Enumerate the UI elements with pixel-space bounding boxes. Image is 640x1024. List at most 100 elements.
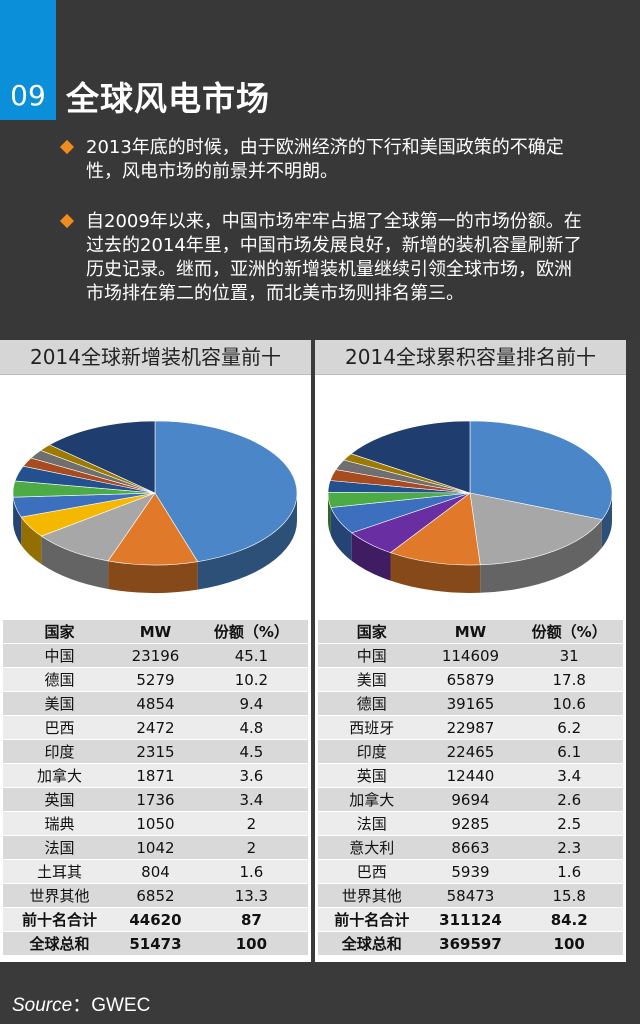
pie-slice-side (21, 517, 42, 565)
cell-country: 瑞典 (3, 811, 117, 836)
cell-share: 2 (194, 835, 308, 860)
header: 09 全球风电市场 2013年底的时候，由于欧洲经济的下行和美国政策的不确定性，… (0, 0, 640, 340)
chart-panels: 2014全球新增装机容量前十 国家 MW 份额（%） 中国 23196 45.1 德国… (0, 340, 640, 982)
table-row: 美国 4854 9.4 (3, 691, 308, 716)
cell-country: 巴西 (318, 859, 426, 884)
pie-slice (469, 420, 613, 520)
table-row: 巴西 2472 4.8 (3, 715, 308, 740)
cell-country: 德国 (318, 691, 426, 716)
cell-country: 美国 (3, 691, 117, 716)
cell-share: 87 (194, 907, 308, 932)
chart-title: 2014全球新增装机容量前十 (0, 340, 311, 375)
cell-mw: 23196 (116, 643, 195, 668)
cell-country: 意大利 (318, 835, 426, 860)
section-number-bar (0, 0, 56, 60)
cell-share: 45.1 (194, 643, 308, 668)
cell-mw: 2472 (116, 715, 195, 740)
pie-chart-new (12, 420, 298, 593)
section-number: 09 (0, 60, 56, 120)
table-row: 美国 65879 17.8 (318, 667, 623, 692)
chart-panel-cumulative: 2014全球累积容量排名前十 国家 MW 份额（%） 中国 114609 31 美国 6… (315, 340, 626, 962)
bullet-text: 自2009年以来，中国市场牢牢占据了全球第一的市场份额。在过去的2014年里，中… (86, 211, 582, 304)
col-header-share: 份额（%） (515, 620, 623, 644)
cell-country: 加拿大 (3, 763, 117, 788)
cell-share: 2.5 (515, 811, 623, 836)
cell-share: 84.2 (515, 907, 623, 932)
table-row: 法国 9285 2.5 (318, 811, 623, 836)
cell-share: 2.3 (515, 835, 623, 860)
bullet-item: 自2009年以来，中国市场牢牢占据了全球第一的市场份额。在过去的2014年里，中… (59, 210, 582, 306)
table-row: 瑞典 1050 2 (3, 811, 308, 836)
cell-mw: 804 (116, 859, 195, 884)
cell-mw: 22987 (425, 715, 516, 740)
cell-mw: 114609 (425, 643, 516, 668)
col-header-share: 份额（%） (194, 620, 308, 644)
cell-country: 全球总和 (318, 931, 426, 956)
pie-chart-cumulative (327, 420, 613, 593)
cell-mw: 2315 (116, 739, 195, 764)
cell-mw: 5279 (116, 667, 195, 692)
chart-title: 2014全球累积容量排名前十 (315, 340, 626, 375)
cell-mw: 39165 (425, 691, 516, 716)
cell-share: 100 (515, 931, 623, 956)
cell-share: 100 (194, 931, 308, 956)
cell-mw: 22465 (425, 739, 516, 764)
cell-share: 10.2 (194, 667, 308, 692)
pie-slice-side (351, 532, 391, 581)
cell-mw: 58473 (425, 883, 516, 908)
cell-country: 世界其他 (318, 883, 426, 908)
cell-mw: 1736 (116, 787, 195, 812)
cell-mw: 65879 (425, 667, 516, 692)
cell-mw: 5939 (425, 859, 516, 884)
cell-mw: 12440 (425, 763, 516, 788)
page-title: 全球风电市场 (66, 79, 270, 118)
cell-mw: 8663 (425, 835, 516, 860)
cell-country: 加拿大 (318, 787, 426, 812)
table-row: 中国 114609 31 (318, 643, 623, 668)
table-row: 土耳其 804 1.6 (3, 859, 308, 884)
cell-mw: 6852 (116, 883, 195, 908)
cell-share: 1.6 (515, 859, 623, 884)
pie-slice-side (108, 560, 198, 593)
cell-share: 3.4 (194, 787, 308, 812)
diamond-bullet-icon (59, 139, 75, 155)
cell-mw: 1050 (116, 811, 195, 836)
pie-slice (107, 492, 199, 566)
pie-slice (350, 420, 471, 494)
cell-share: 3.6 (194, 763, 308, 788)
chart-panel-new: 2014全球新增装机容量前十 国家 MW 份额（%） 中国 23196 45.1 德国… (0, 340, 311, 962)
pie-slice (48, 420, 156, 494)
cell-share: 9.4 (194, 691, 308, 716)
pie-slice-side (390, 552, 481, 593)
cell-share: 13.3 (194, 883, 308, 908)
cell-share: 1.6 (194, 859, 308, 884)
data-table-new: 国家 MW 份额（%） 中国 23196 45.1 德国 5279 10.2 美国 4854 9… (3, 620, 308, 956)
cell-country: 前十名合计 (3, 907, 117, 932)
table-total-row: 前十名合计 44620 87 (3, 907, 308, 932)
cell-share: 6.1 (515, 739, 623, 764)
table-row: 德国 5279 10.2 (3, 667, 308, 692)
cell-share: 3.4 (515, 763, 623, 788)
cell-country: 巴西 (3, 715, 117, 740)
cell-share: 2.6 (515, 787, 623, 812)
pie-slice-side (197, 493, 297, 590)
pie-slice-side (330, 507, 352, 561)
bullet-text: 2013年底的时候，由于欧洲经济的下行和美国政策的不确定性，风电市场的前景并不明… (86, 137, 564, 182)
cell-mw: 51473 (116, 931, 195, 956)
cell-country: 西班牙 (318, 715, 426, 740)
cell-share: 2 (194, 811, 308, 836)
cell-country: 中国 (3, 643, 117, 668)
table-row: 西班牙 22987 6.2 (318, 715, 623, 740)
table-row: 世界其他 6852 13.3 (3, 883, 308, 908)
cell-country: 英国 (318, 763, 426, 788)
table-row: 加拿大 1871 3.6 (3, 763, 308, 788)
cell-share: 10.6 (515, 691, 623, 716)
cell-share: 15.8 (515, 883, 623, 908)
table-row: 加拿大 9694 2.6 (318, 787, 623, 812)
cell-country: 美国 (318, 667, 426, 692)
table-row: 中国 23196 45.1 (3, 643, 308, 668)
cell-country: 法国 (318, 811, 426, 836)
pie-slice (469, 492, 603, 566)
table-row: 英国 12440 3.4 (318, 763, 623, 788)
pie-slice-side (41, 536, 109, 589)
